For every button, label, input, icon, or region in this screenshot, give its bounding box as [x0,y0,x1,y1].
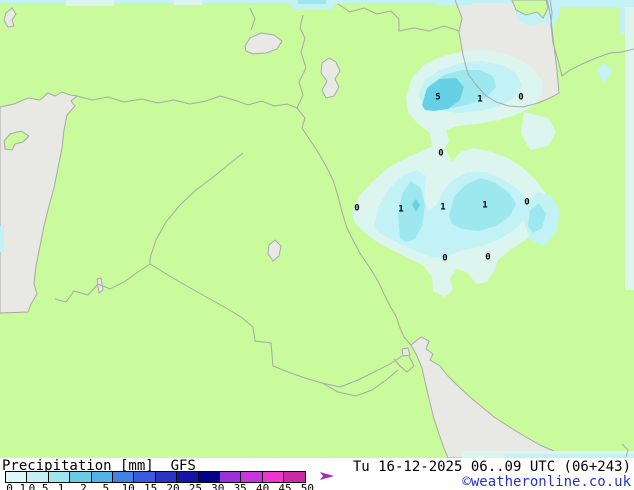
legend-tick-label: 45 [278,482,292,490]
legend-colorbar [5,471,307,483]
legend-tick-label: 5 [102,482,110,490]
legend-color-segment [241,472,263,482]
legend-color-segment [155,472,178,482]
legend-tick-label: 10 [121,482,135,490]
anatolia-lake [3,7,17,28]
persian-gulf [410,336,573,458]
absheron-peninsula [511,0,549,19]
legend-color-segment [134,472,156,482]
legend-title: Precipitation [mm] GFS [2,458,196,474]
legend-color-segment [219,472,242,482]
copyright-link[interactable]: ©weatheronline.co.uk [462,474,631,490]
legend-tick-label: 15 [143,482,158,490]
kuwait-bay [401,347,411,357]
lake-urmia [320,57,341,99]
legend-tick-label: 20 [166,482,180,490]
legend-tick-label: 50 [300,482,315,490]
legend-bar: Precipitation [mm] GFS 0.1 0.5 1 2 5 10 15 20 25… [0,458,634,490]
legend-tick-labels: 0.1 0.5 1 2 5 10 15 20 25 30 35 40 45 50 [5,482,335,490]
legend-tick-label: 2 [80,482,87,490]
legend-tick-label: 35 [233,482,247,490]
legend-color-segment [284,472,306,482]
lake-tharthar [267,239,282,262]
legend-tick-label: 30 [211,482,225,490]
legend-tick-label: 1 [57,482,65,490]
legend-color-segment [48,472,71,482]
cyprus-island [3,130,30,151]
legend-color-segment [6,472,28,482]
legend-color-segment [112,472,135,482]
legend-color-segment [91,472,113,482]
lake-van [244,32,283,55]
country-borders [54,0,634,458]
legend-tick-label: 0.1 [6,482,27,490]
forecast-datetime: Tu 16-12-2025 06..09 UTC (06+243) [352,459,631,475]
caspian-coastline [454,0,560,108]
legend-color-segment [177,472,199,482]
legend-arrow-icon [320,472,334,480]
legend-color-segment [27,472,49,482]
legend-color-segment [262,472,285,482]
legend-tick-label: 40 [255,482,270,490]
legend-tick-label: 25 [188,482,203,490]
precipitation-areas [0,0,634,458]
legend-color-segment [198,472,220,482]
mediterranean-sea [0,91,79,314]
dead-sea [96,277,104,294]
legend-tick-label: 0.5 [28,482,49,490]
legend-color-segment [70,472,92,482]
